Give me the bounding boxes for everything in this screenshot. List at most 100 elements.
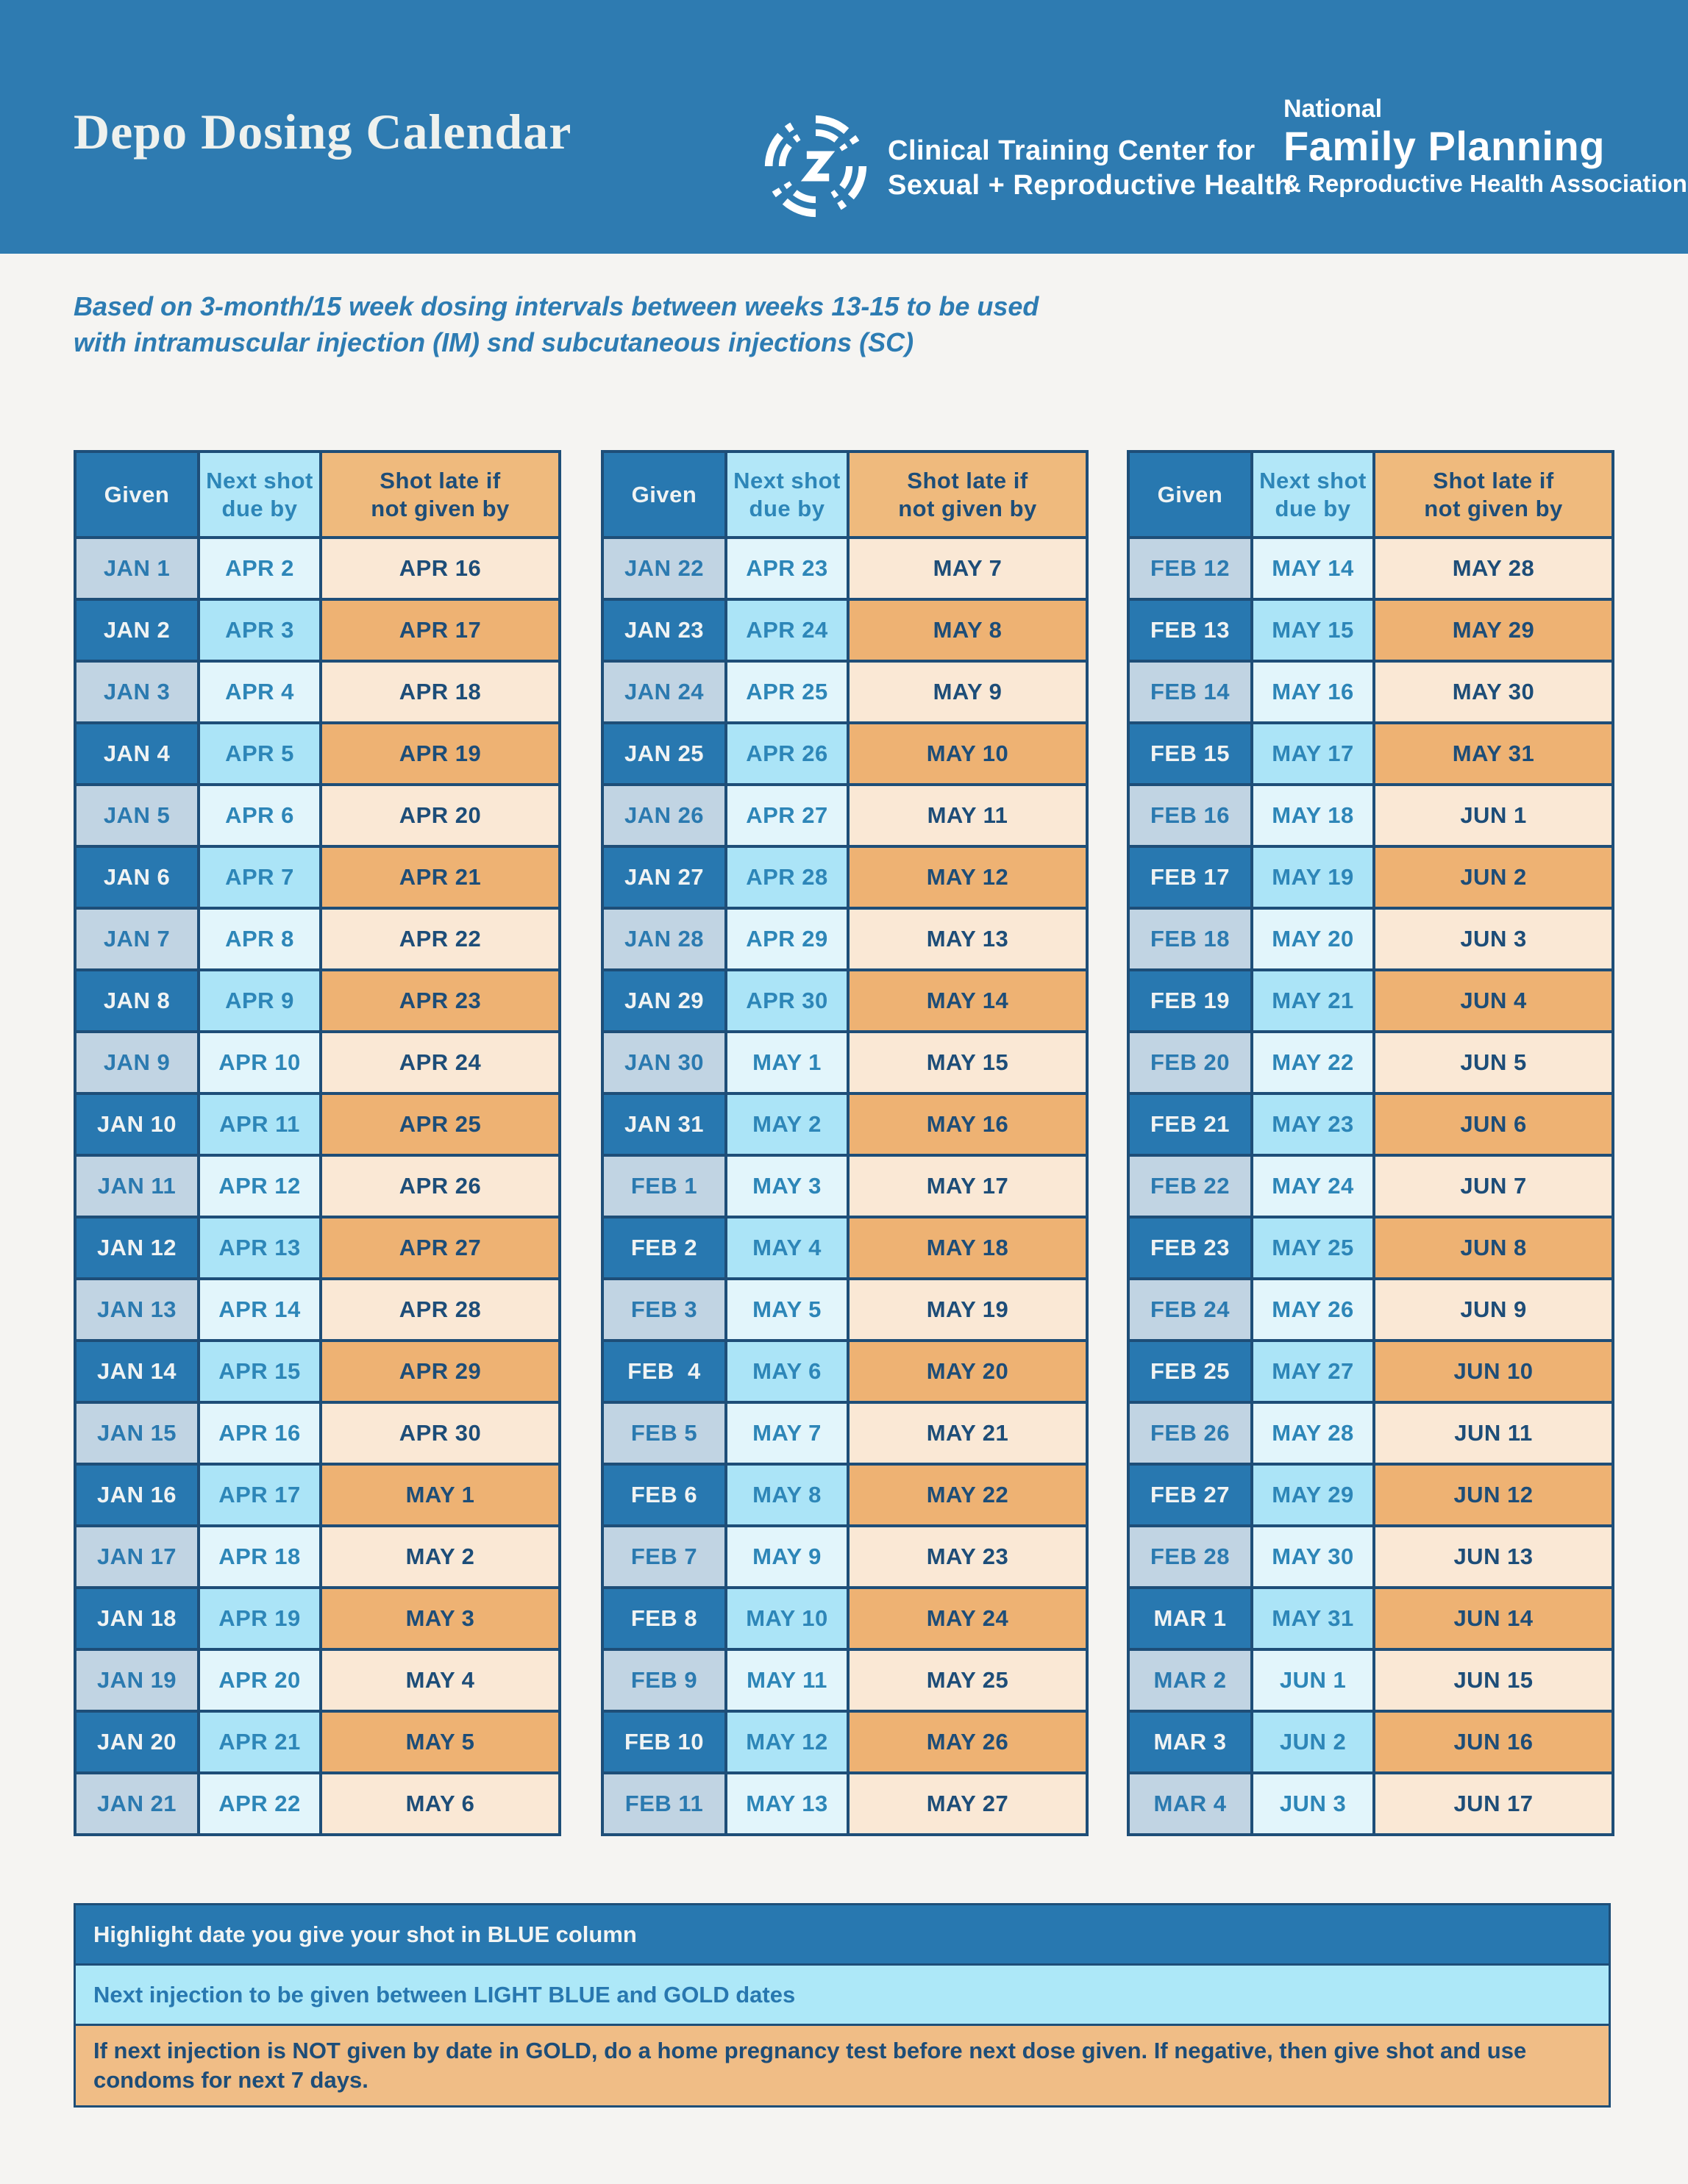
- subtitle-line1: Based on 3-month/15 week dosing interval…: [74, 291, 1039, 321]
- table-row: JAN 19 APR 20 MAY 4: [76, 1651, 558, 1710]
- given-cell: FEB 2: [604, 1218, 724, 1277]
- table-row: JAN 24 APR 25 MAY 9: [604, 663, 1086, 721]
- given-cell: JAN 27: [604, 848, 724, 907]
- column-header-late: Shot late if not given by: [1375, 453, 1612, 536]
- table-header-row: Given Next shot due by Shot late if not gi…: [1130, 453, 1612, 536]
- table-row: FEB 2 MAY 4 MAY 18: [604, 1218, 1086, 1277]
- next-cell: MAY 12: [727, 1713, 847, 1771]
- next-cell: APR 20: [200, 1651, 319, 1710]
- ctc-logo-line2: Sexual + Reproductive Health: [888, 169, 1292, 201]
- table-row: MAR 1 MAY 31 JUN 14: [1130, 1589, 1612, 1648]
- next-cell: MAY 26: [1253, 1280, 1372, 1339]
- late-cell: MAY 29: [1375, 601, 1612, 660]
- given-cell: FEB 11: [604, 1774, 724, 1833]
- table-row: JAN 15 APR 16 APR 30: [76, 1404, 558, 1463]
- given-cell: FEB 12: [1130, 539, 1250, 598]
- given-cell: JAN 17: [76, 1527, 197, 1586]
- given-cell: MAR 1: [1130, 1589, 1250, 1648]
- late-cell: MAY 16: [850, 1095, 1086, 1154]
- late-cell: JUN 1: [1375, 786, 1612, 845]
- next-cell: APR 6: [200, 786, 319, 845]
- table-row: FEB 27 MAY 29 JUN 12: [1130, 1466, 1612, 1524]
- table-header-row: Given Next shot due by Shot late if not gi…: [76, 453, 558, 536]
- given-cell: JAN 31: [604, 1095, 724, 1154]
- late-cell: MAY 3: [322, 1589, 558, 1648]
- late-cell: JUN 11: [1375, 1404, 1612, 1463]
- given-cell: JAN 13: [76, 1280, 197, 1339]
- table-row: FEB 6 MAY 8 MAY 22: [604, 1466, 1086, 1524]
- next-cell: MAY 14: [1253, 539, 1372, 598]
- late-cell: APR 29: [322, 1342, 558, 1401]
- given-cell: FEB 8: [604, 1589, 724, 1648]
- late-cell: APR 18: [322, 663, 558, 721]
- next-cell: APR 4: [200, 663, 319, 721]
- table-row: JAN 2 APR 3 APR 17: [76, 601, 558, 660]
- next-cell: MAY 7: [727, 1404, 847, 1463]
- table-row: JAN 8 APR 9 APR 23: [76, 971, 558, 1030]
- table-row: JAN 23 APR 24 MAY 8: [604, 601, 1086, 660]
- late-cell: MAY 18: [850, 1218, 1086, 1277]
- legend-notes: Highlight date you give your shot in BLU…: [74, 1903, 1611, 2108]
- next-cell: APR 23: [727, 539, 847, 598]
- given-cell: JAN 22: [604, 539, 724, 598]
- next-cell: MAY 16: [1253, 663, 1372, 721]
- given-cell: JAN 29: [604, 971, 724, 1030]
- late-cell: APR 16: [322, 539, 558, 598]
- given-cell: FEB 23: [1130, 1218, 1250, 1277]
- table-row: FEB 14 MAY 16 MAY 30: [1130, 663, 1612, 721]
- late-cell: JUN 2: [1375, 848, 1612, 907]
- given-cell: FEB 22: [1130, 1157, 1250, 1216]
- next-cell: MAY 8: [727, 1466, 847, 1524]
- given-cell: FEB 10: [604, 1713, 724, 1771]
- table-row: FEB 3 MAY 5 MAY 19: [604, 1280, 1086, 1339]
- next-cell: APR 9: [200, 971, 319, 1030]
- table-row: JAN 28 APR 29 MAY 13: [604, 910, 1086, 968]
- table-row: JAN 7 APR 8 APR 22: [76, 910, 558, 968]
- column-header-given: Given: [604, 453, 724, 536]
- next-cell: APR 26: [727, 724, 847, 783]
- legend-note-lightblue: Next injection to be given between LIGHT…: [74, 1963, 1611, 2026]
- late-cell: MAY 9: [850, 663, 1086, 721]
- given-cell: MAR 2: [1130, 1651, 1250, 1710]
- given-cell: JAN 26: [604, 786, 724, 845]
- table-row: JAN 26 APR 27 MAY 11: [604, 786, 1086, 845]
- nfprha-logo: National Family Planning & Reproductive …: [1283, 94, 1687, 199]
- late-cell: MAY 21: [850, 1404, 1086, 1463]
- table-row: JAN 10 APR 11 APR 25: [76, 1095, 558, 1154]
- late-cell: APR 25: [322, 1095, 558, 1154]
- next-cell: APR 24: [727, 601, 847, 660]
- late-cell: MAY 25: [850, 1651, 1086, 1710]
- table-row: JAN 12 APR 13 APR 27: [76, 1218, 558, 1277]
- legend-note-gold: If next injection is NOT given by date i…: [74, 2024, 1611, 2108]
- late-cell: MAY 2: [322, 1527, 558, 1586]
- late-cell: JUN 8: [1375, 1218, 1612, 1277]
- late-cell: JUN 4: [1375, 971, 1612, 1030]
- next-cell: APR 21: [200, 1713, 319, 1771]
- late-cell: JUN 10: [1375, 1342, 1612, 1401]
- late-cell: JUN 17: [1375, 1774, 1612, 1833]
- subtitle: Based on 3-month/15 week dosing interval…: [74, 288, 1039, 360]
- given-cell: FEB 5: [604, 1404, 724, 1463]
- given-cell: FEB 28: [1130, 1527, 1250, 1586]
- next-cell: MAY 27: [1253, 1342, 1372, 1401]
- next-cell: APR 7: [200, 848, 319, 907]
- given-cell: FEB 27: [1130, 1466, 1250, 1524]
- next-cell: MAY 10: [727, 1589, 847, 1648]
- table-row: MAR 2 JUN 1 JUN 15: [1130, 1651, 1612, 1710]
- page-title: Depo Dosing Calendar: [74, 104, 572, 160]
- given-cell: JAN 21: [76, 1774, 197, 1833]
- late-cell: MAY 13: [850, 910, 1086, 968]
- late-cell: JUN 13: [1375, 1527, 1612, 1586]
- next-cell: APR 2: [200, 539, 319, 598]
- late-cell: JUN 5: [1375, 1033, 1612, 1092]
- table-row: JAN 3 APR 4 APR 18: [76, 663, 558, 721]
- next-cell: MAY 11: [727, 1651, 847, 1710]
- next-cell: APR 29: [727, 910, 847, 968]
- late-cell: MAY 23: [850, 1527, 1086, 1586]
- next-cell: APR 5: [200, 724, 319, 783]
- next-cell: MAY 29: [1253, 1466, 1372, 1524]
- table-row: MAR 3 JUN 2 JUN 16: [1130, 1713, 1612, 1771]
- late-cell: MAY 31: [1375, 724, 1612, 783]
- next-cell: MAY 20: [1253, 910, 1372, 968]
- nfprha-line3: & Reproductive Health Association: [1283, 170, 1687, 197]
